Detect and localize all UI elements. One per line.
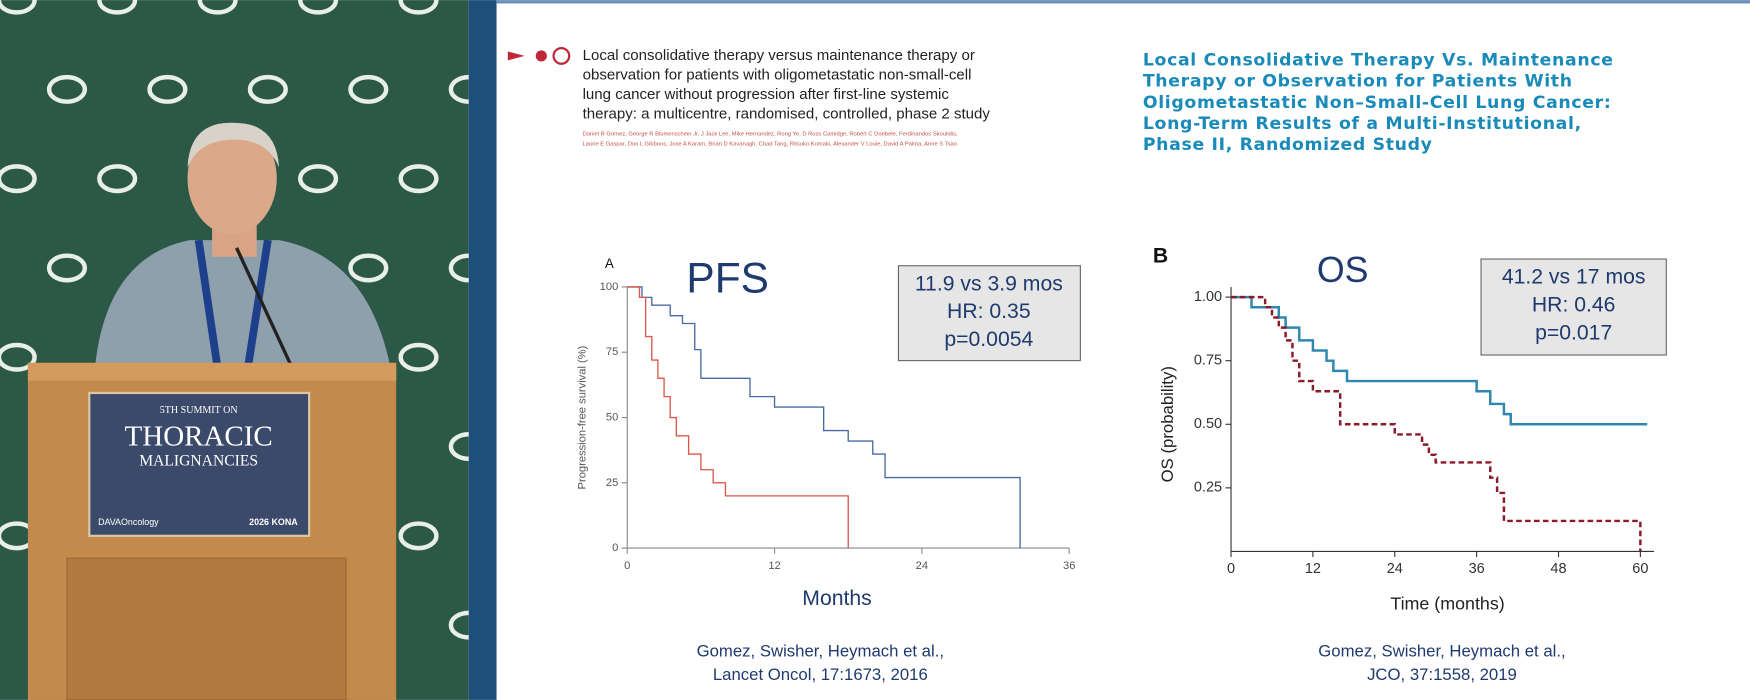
sign-logo: 2026 KONA [249,517,298,527]
chart: B OS 41.2 vs 17 mos HR: 0.46 p=0.017 0 12 24 36 4… [1153,244,1667,614]
y-tick-label: 25 [606,477,618,489]
logo-mark [398,521,439,551]
speaker [94,122,391,370]
stats-line: p=0.017 [1535,321,1612,344]
survival-curve [627,286,1021,549]
paper-title: Oligometastatic Non–Small-Cell Lung Canc… [1143,93,1612,113]
logo-mark [297,164,339,194]
chart-title: OS [1317,250,1369,290]
stats-box [897,265,1081,362]
paper-title: Local consolidative therapy versus maint… [583,47,975,64]
chart: A PFS 11.9 vs 3.9 mos HR: 0.35 p=0.0054 0 12 24… [577,255,1081,610]
logo-mark [46,253,88,283]
logo-mark [348,74,389,104]
x-tick-label: 24 [1387,561,1403,577]
survival-curve [627,286,849,549]
logo-mark [348,253,389,283]
y-tick-label: 1.00 [1194,289,1222,305]
logo-mark [97,164,138,194]
paper-title: Phase II, Randomized Study [1143,135,1433,155]
citation: Lancet Oncol, 17:1673, 2016 [713,665,928,684]
sign-line: 5TH SUMMIT ON [160,405,239,416]
y-tick-label: 0.50 [1194,416,1222,432]
stats-line: 41.2 vs 17 mos [1502,266,1646,289]
x-tick-label: 0 [624,560,630,572]
x-tick-label: 36 [1063,560,1075,572]
y-tick-label: 0 [612,542,618,554]
paper-title: Therapy or Observation for Patients With [1143,72,1573,92]
stats-line: HR: 0.35 [947,300,1031,323]
paper-title: Local Consolidative Therapy Vs. Maintena… [1143,50,1614,70]
stats-box [1480,258,1667,356]
slide-edge [496,0,1750,4]
sign-line: MALIGNANCIES [139,453,258,470]
y-axis-label: Progression-free survival (%) [577,345,589,489]
citation: JCO, 37:1558, 2019 [1367,665,1517,684]
journal-logo [507,46,571,65]
y-tick-label: 75 [606,346,618,358]
survival-curve [1231,295,1648,426]
logo-mark [0,342,37,372]
y-tick-label: 50 [606,411,618,423]
paper-title: Long-Term Results of a Multi-Institution… [1143,114,1582,134]
citation: Gomez, Swisher, Heymach et al., [1318,641,1565,660]
x-tick-label: 36 [1469,561,1485,577]
chart-title: PFS [686,255,768,302]
survival-curve [1231,295,1642,552]
y-tick-label: 100 [600,281,619,293]
logo-mark [398,164,439,194]
paper-authors: Laurie E Gaspar, Don L Gibbons, Jose A K… [583,142,957,148]
x-tick-label: 12 [1305,561,1321,577]
x-tick-label: 12 [768,560,780,572]
panel-label: A [605,256,614,271]
panel-label: B [1153,244,1168,267]
paper-authors: Daniel R Gomez, George R Blumenschein Jr… [583,132,958,138]
y-tick-label: 0.75 [1194,353,1222,369]
y-axis-label: OS (probability) [1158,366,1177,482]
x-tick-label: 0 [1227,561,1235,577]
x-tick-label: 48 [1550,561,1566,577]
paper-title: observation for patients with oligometas… [583,66,972,83]
x-tick-label: 60 [1632,561,1648,577]
x-axis-label: Months [802,587,871,610]
logo-mark [0,164,37,194]
x-tick-label: 24 [916,560,928,572]
logo-mark [247,74,288,104]
x-axis-label: Time (months) [1390,594,1504,614]
divider [468,0,497,700]
sign-line: THORACIC [125,420,273,452]
paper-title: lung cancer without progression after fi… [583,86,950,103]
paper-title: therapy: a multicentre, randomised, cont… [583,105,991,122]
citation: Gomez, Swisher, Heymach et al., [697,641,944,660]
logo-mark [46,74,88,104]
logo-mark [147,74,188,104]
stats-line: p=0.0054 [944,328,1033,351]
y-tick-label: 0.25 [1194,480,1222,496]
stats-line: HR: 0.46 [1532,294,1616,317]
podium: 5TH SUMMIT ON THORACIC MALIGNANCIES DAVA… [27,362,397,700]
sign-logo: DAVAOncology [98,517,159,527]
logo-mark [398,342,439,372]
stats-line: 11.9 vs 3.9 mos [915,272,1063,295]
